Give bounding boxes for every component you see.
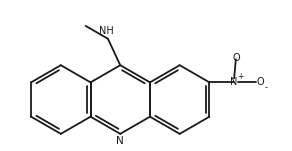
Text: O: O	[232, 53, 240, 63]
Text: N: N	[230, 77, 238, 87]
Text: N: N	[117, 136, 124, 146]
Text: -: -	[265, 83, 268, 92]
Text: NH: NH	[99, 26, 114, 36]
Text: O: O	[256, 77, 264, 87]
Text: +: +	[237, 72, 244, 81]
